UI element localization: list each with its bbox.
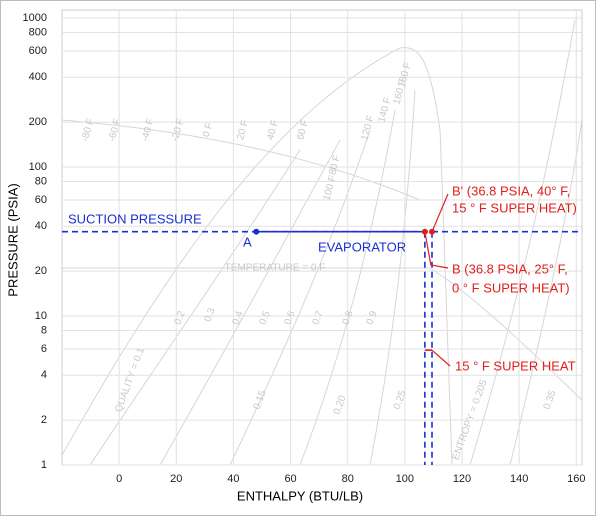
series-label: EVAPORATOR [318,239,406,254]
background-label: 0.4 [231,309,246,326]
background-label: 0.8 [341,309,356,326]
y-tick-label: 40 [35,220,47,232]
y-tick-label: 800 [29,26,47,38]
leader-line [431,349,451,367]
point-label: B' (36.8 PSIA, 40° F, [452,183,570,198]
y-tick-label: 200 [29,116,47,128]
y-tick-label: 20 [35,265,47,277]
annotation: 15 ° F SUPER HEAT [455,358,576,373]
x-tick-label: 120 [453,473,471,485]
y-tick-label: 100 [29,161,47,173]
background-label: 0.2 [173,309,188,326]
x-tick-label: 140 [510,473,528,485]
y-tick-label: 8 [41,324,47,336]
quality-line [299,109,396,466]
quality-line [229,129,371,466]
point-label: B (36.8 PSIA, 25° F, [452,261,568,276]
x-tick-label: 40 [227,473,239,485]
y-tick-label: 400 [29,71,47,83]
y-tick-label: 2 [41,414,47,426]
leader-line [424,231,449,269]
y-tick-label: 60 [35,194,47,206]
saturation-dome [61,47,441,456]
series-label: SUCTION PRESSURE [68,211,202,226]
quality-line [89,149,301,466]
background-label: TEMPERATURE = 0 F [225,263,326,274]
x-tick-label: 0 [116,473,122,485]
y-tick-label: 600 [29,45,47,57]
point-label: 15 ° F SUPER HEAT) [452,200,577,215]
x-tick-label: 100 [396,473,414,485]
background-curves [61,19,583,466]
y-tick-label: 10 [35,310,47,322]
background-label: 0.5 [258,309,273,326]
x-tick-label: 20 [170,473,182,485]
background-label: 0.7 [311,309,326,326]
x-tick-label: 160 [567,473,585,485]
x-tick-label: 60 [284,473,296,485]
background-label: 0.6 [283,309,298,326]
y-tick-label: 6 [41,343,47,355]
entropy-line [509,119,583,466]
background-label: 60 F [295,119,311,141]
leader-line [431,193,449,232]
vapor-line [439,129,453,466]
quality-line [369,89,416,466]
y-tick-label: 4 [41,369,47,381]
y-tick-label: 1000 [23,12,47,24]
isotherm [62,267,583,401]
background-label: 80 F [327,154,343,176]
y-axis-title: PRESSURE (PSIA) [5,183,20,296]
background-label: 20 F [235,119,251,141]
background-label: 0.3 [203,306,218,323]
background-label: 0 F [201,122,215,139]
y-tick-label: 80 [35,175,47,187]
point-label: A [243,234,252,249]
x-tick-label: 80 [342,473,354,485]
quality-line [159,139,341,466]
point [253,228,260,235]
y-tick-label: 1 [41,459,47,471]
background-label: 40 F [265,119,281,141]
point-label: 0 ° F SUPER HEAT) [452,280,570,295]
x-axis-title: ENTHALPY (BTU/LB) [237,488,363,503]
background-label: 0.9 [365,309,380,326]
